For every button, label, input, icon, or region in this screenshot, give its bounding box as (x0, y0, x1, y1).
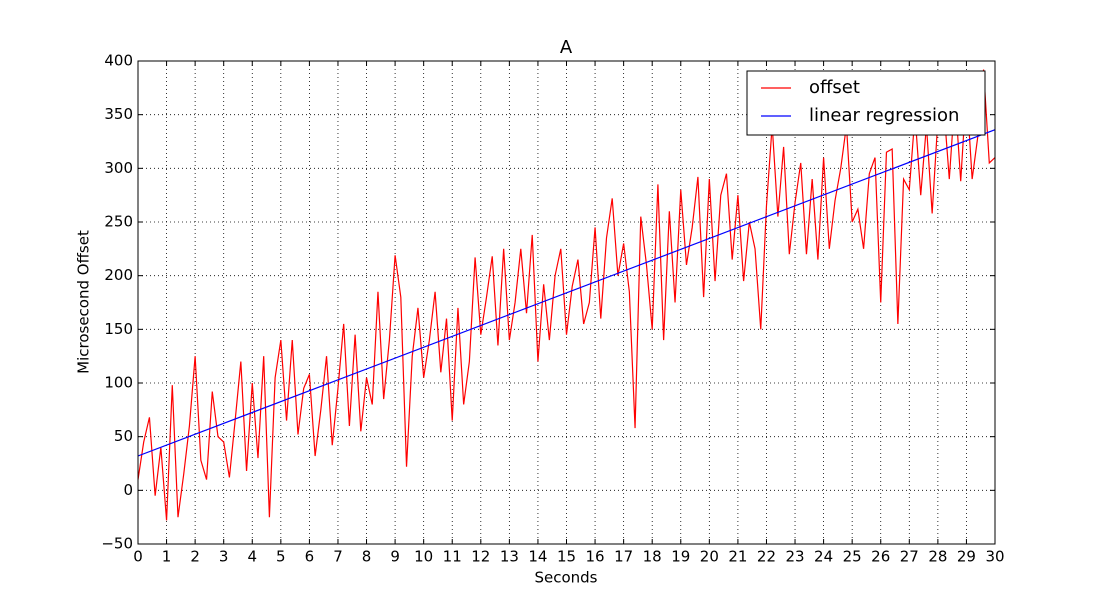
y-tick-label: 50 (114, 427, 133, 445)
x-tick-label: 4 (247, 548, 257, 566)
series-line (138, 69, 995, 521)
x-tick-label: 12 (471, 548, 490, 566)
plot-frame (137, 60, 996, 545)
x-tick-label: 16 (586, 548, 605, 566)
x-tick-label: 28 (928, 548, 947, 566)
y-tick-label: 100 (104, 374, 133, 392)
x-tick-label: 20 (700, 548, 719, 566)
x-tick-label: 25 (843, 548, 862, 566)
x-tick-label: 2 (190, 548, 200, 566)
x-tick-label: 19 (671, 548, 690, 566)
chart-title: A (560, 37, 573, 58)
x-tick-label: 5 (276, 548, 286, 566)
x-tick-label: 11 (443, 548, 462, 566)
x-tick-label: 0 (133, 548, 143, 566)
y-tick-label: 150 (104, 320, 133, 338)
legend-box (746, 70, 986, 136)
x-tick-label: 24 (814, 548, 833, 566)
x-tick-label: 1 (162, 548, 172, 566)
x-tick-label: 14 (528, 548, 547, 566)
x-axis-label: Seconds (534, 569, 597, 587)
x-tick-label: 23 (785, 548, 804, 566)
x-tick-label: 9 (390, 548, 400, 566)
y-tick-label: 200 (104, 266, 133, 284)
legend-label: linear regression (809, 105, 959, 126)
y-tick-label: −50 (101, 535, 133, 553)
x-tick-label: 17 (614, 548, 633, 566)
x-tick-label: 13 (500, 548, 519, 566)
x-tick-label: 7 (333, 548, 343, 566)
x-tick-label: 6 (305, 548, 315, 566)
x-tick-label: 21 (728, 548, 747, 566)
x-tick-label: 8 (362, 548, 372, 566)
y-tick-label: 400 (104, 52, 133, 70)
y-axis-label: Microsecond Offset (75, 230, 93, 374)
x-tick-label: 18 (643, 548, 662, 566)
x-tick-label: 27 (900, 548, 919, 566)
legend-label: offset (809, 77, 860, 98)
x-tick-label: 3 (219, 548, 229, 566)
x-tick-label: 10 (414, 548, 433, 566)
series-line (138, 129, 995, 457)
y-tick-label: 350 (104, 105, 133, 123)
y-tick-label: 250 (104, 213, 133, 231)
x-tick-label: 22 (757, 548, 776, 566)
y-tick-label: 0 (123, 481, 133, 499)
y-tick-label: 300 (104, 159, 133, 177)
x-tick-label: 15 (557, 548, 576, 566)
x-tick-label: 26 (871, 548, 890, 566)
x-tick-label: 30 (985, 548, 1004, 566)
x-tick-label: 29 (957, 548, 976, 566)
